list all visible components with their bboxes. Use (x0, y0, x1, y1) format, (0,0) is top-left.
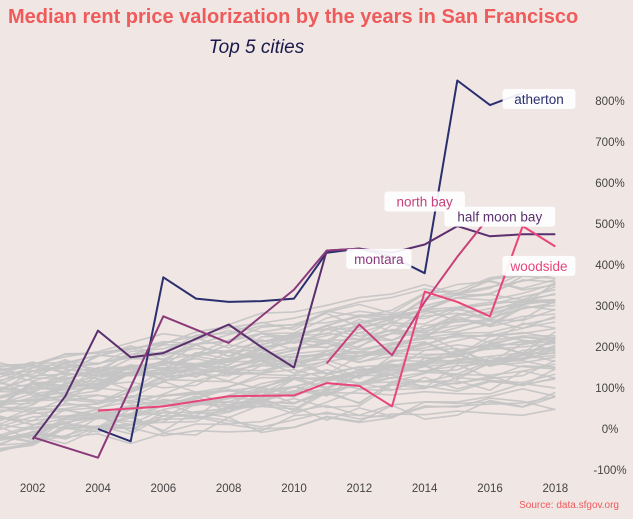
x-tick-label: 2006 (151, 483, 177, 495)
series-label-box (502, 88, 576, 109)
series-line-atherton (97, 79, 524, 443)
series-line-montara (32, 247, 360, 459)
x-tick-label: 2002 (20, 483, 46, 495)
background-city-line (0, 258, 556, 366)
background-city-line (0, 313, 556, 408)
background-city-line (0, 352, 556, 404)
background-city-line (0, 298, 556, 379)
background-city-line (0, 397, 556, 426)
y-tick-label: 300% (595, 301, 624, 313)
series-line-woodside (97, 225, 556, 412)
y-tick-label: 500% (595, 219, 624, 231)
background-city-line (0, 279, 556, 385)
x-tick-label: 2014 (412, 483, 438, 495)
background-city-line (0, 337, 556, 405)
background-city-line (0, 382, 556, 422)
series-label-box (502, 255, 576, 276)
background-city-line (0, 299, 556, 405)
background-city-line (0, 373, 556, 450)
series-label-montara: montara (354, 252, 404, 267)
chart-subtitle: Top 5 cities (208, 37, 305, 58)
x-tick-label: 2004 (85, 483, 111, 495)
x-tick-label: 2008 (216, 483, 242, 495)
series-line-north-bay (325, 215, 491, 365)
source-note: Source: data.sfgov.org (519, 500, 619, 511)
series-label-north-bay: north bay (397, 194, 454, 209)
y-tick-label: 800% (595, 96, 624, 108)
x-tick-label: 2012 (347, 483, 373, 495)
background-city-line (0, 320, 556, 406)
y-tick-label: 400% (595, 260, 624, 272)
y-tick-label: 200% (595, 342, 624, 354)
series-line-half-moon-bay (31, 225, 556, 440)
series-label-box (444, 206, 556, 227)
background-city-line (0, 322, 556, 413)
series-label-box (384, 191, 465, 212)
background-city-line (0, 387, 556, 440)
background-city-line (0, 361, 556, 402)
y-tick-label: -100% (593, 465, 626, 477)
background-city-line (0, 301, 556, 375)
background-city-line (0, 298, 556, 406)
background-city-line (0, 369, 556, 446)
chart-title: Median rent price valorization by the ye… (8, 6, 579, 28)
x-tick-label: 2016 (477, 483, 503, 495)
background-city-line (0, 282, 556, 399)
background-city-line (0, 391, 556, 446)
background-city-line (0, 353, 556, 428)
series-label-atherton: atherton (514, 92, 564, 107)
series-label-woodside: woodside (509, 259, 567, 274)
y-tick-label: 700% (595, 137, 624, 149)
background-city-line (0, 278, 556, 381)
y-tick-label: 0% (602, 424, 619, 436)
y-tick-label: 600% (595, 178, 624, 190)
background-city-line (0, 299, 556, 414)
series-label-half-moon-bay: half moon bay (457, 210, 542, 225)
x-tick-label: 2010 (281, 483, 307, 495)
series-label-box (346, 248, 412, 269)
background-city-line (0, 317, 556, 412)
x-tick-label: 2018 (543, 483, 569, 495)
y-tick-label: 100% (595, 383, 624, 395)
